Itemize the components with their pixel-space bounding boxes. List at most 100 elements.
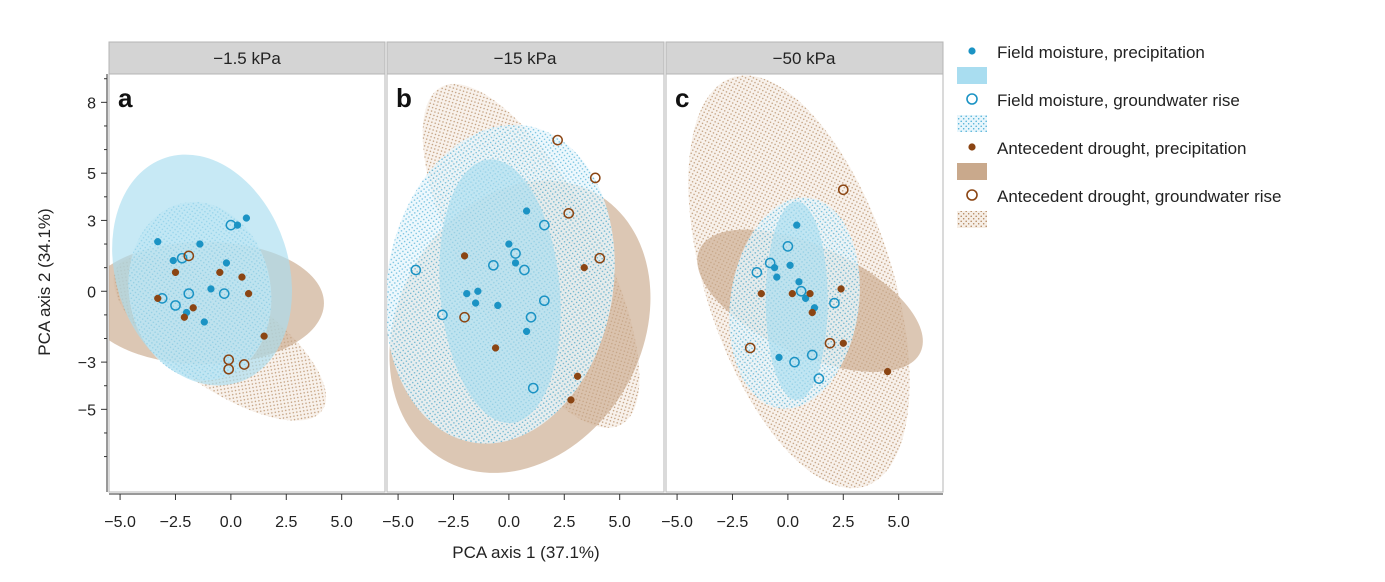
facet-strips: −1.5 kPa −15 kPa −50 kPa bbox=[108, 41, 944, 75]
point-field-precip bbox=[786, 261, 794, 269]
point-field-precip bbox=[196, 240, 204, 248]
panel-letter-b: b bbox=[396, 83, 412, 113]
legend-label: Field moisture, precipitation bbox=[997, 43, 1205, 62]
point-drought-precip bbox=[806, 289, 814, 298]
point-drought-groundwater bbox=[183, 250, 195, 262]
x-tick-label: 0.0 bbox=[777, 514, 799, 531]
legend-label: Antecedent drought, precipitation bbox=[997, 139, 1247, 158]
point-drought-precip bbox=[460, 252, 469, 260]
point-field-groundwater bbox=[510, 248, 521, 259]
point-field-groundwater bbox=[782, 241, 794, 252]
point-field-groundwater bbox=[519, 264, 530, 276]
y-tick-label: 5 bbox=[87, 166, 96, 183]
x-tick-label: 5.0 bbox=[331, 514, 353, 531]
x-tick-label: −2.5 bbox=[160, 514, 192, 531]
point-field-precip bbox=[471, 299, 480, 307]
point-drought-groundwater bbox=[563, 207, 575, 219]
point-field-precip bbox=[511, 259, 520, 267]
ellipse-field-precip bbox=[112, 154, 293, 386]
strip-title-a: −1.5 kPa bbox=[213, 49, 281, 68]
point-drought-precip bbox=[839, 339, 847, 347]
point-drought-groundwater bbox=[238, 359, 250, 370]
point-drought-precip bbox=[260, 332, 268, 340]
x-tick-label: 5.0 bbox=[609, 514, 631, 531]
point-drought-groundwater bbox=[223, 363, 235, 375]
point-drought-precip bbox=[883, 367, 892, 376]
legend-swatch bbox=[957, 211, 987, 228]
strip-panel-a bbox=[108, 41, 386, 75]
point-field-groundwater bbox=[538, 295, 550, 307]
x-axis-title: PCA axis 1 (37.1%) bbox=[452, 543, 599, 562]
legend-label: Field moisture, groundwater rise bbox=[997, 91, 1240, 110]
point-drought-precip bbox=[808, 308, 816, 317]
point-field-precip bbox=[169, 256, 177, 265]
point-drought-groundwater bbox=[837, 184, 849, 196]
point-field-groundwater bbox=[225, 219, 237, 231]
point-field-groundwater bbox=[183, 288, 195, 299]
point-drought-precip bbox=[216, 268, 224, 277]
y-tick-label: 0 bbox=[87, 284, 96, 301]
x-tick-label: 2.5 bbox=[553, 514, 575, 531]
point-field-precip bbox=[505, 240, 513, 248]
x-tick-label: −5.0 bbox=[382, 514, 414, 531]
point-drought-groundwater bbox=[552, 134, 563, 146]
point-field-groundwater bbox=[525, 311, 537, 323]
point-field-groundwater bbox=[829, 297, 840, 309]
point-field-groundwater bbox=[437, 309, 448, 321]
point-field-precip bbox=[154, 238, 162, 246]
x-tick-label: −2.5 bbox=[438, 514, 470, 531]
strip-title-b: −15 kPa bbox=[494, 49, 557, 68]
legend-swatch bbox=[957, 67, 987, 84]
point-field-precip bbox=[494, 301, 502, 310]
x-tick-label: 5.0 bbox=[888, 514, 910, 531]
strip-title-c: −50 kPa bbox=[773, 49, 836, 68]
point-drought-precip bbox=[154, 294, 162, 303]
point-field-precip bbox=[474, 287, 482, 295]
strip-panel-c bbox=[665, 41, 944, 75]
legend-marker bbox=[968, 47, 976, 55]
point-drought-precip bbox=[788, 289, 796, 298]
point-drought-precip bbox=[757, 289, 765, 298]
point-drought-groundwater bbox=[589, 172, 601, 184]
point-field-groundwater bbox=[176, 252, 188, 264]
y-axis-title: PCA axis 2 (34.1%) bbox=[35, 208, 54, 355]
point-field-groundwater bbox=[410, 264, 422, 276]
point-field-precip bbox=[463, 289, 471, 298]
ellipse-field-precip bbox=[765, 201, 828, 400]
legend-marker bbox=[966, 189, 978, 201]
panel-letter-c: c bbox=[675, 83, 689, 113]
point-field-groundwater bbox=[218, 288, 230, 299]
point-drought-precip bbox=[238, 273, 246, 281]
panel-c-plot bbox=[688, 75, 923, 489]
y-tick-label: 8 bbox=[87, 95, 96, 112]
panel-letter-a: a bbox=[118, 83, 133, 113]
point-drought-precip bbox=[180, 313, 188, 321]
point-drought-precip bbox=[567, 396, 575, 404]
y-tick-label: 3 bbox=[87, 213, 96, 230]
point-drought-groundwater bbox=[824, 337, 836, 349]
point-drought-precip bbox=[491, 344, 500, 352]
point-field-groundwater bbox=[170, 300, 181, 311]
ellipse-field-precip bbox=[439, 159, 561, 424]
point-field-groundwater bbox=[488, 259, 499, 271]
point-drought-precip bbox=[171, 268, 180, 277]
point-drought-groundwater bbox=[459, 311, 470, 323]
legend-marker bbox=[968, 143, 976, 151]
point-field-precip bbox=[522, 207, 531, 215]
point-field-groundwater bbox=[813, 373, 825, 384]
point-field-precip bbox=[522, 327, 531, 336]
point-field-precip bbox=[795, 278, 803, 286]
point-field-precip bbox=[773, 273, 781, 281]
point-drought-groundwater bbox=[744, 342, 756, 354]
legend: Field moisture, precipitation Field moist… bbox=[957, 43, 1281, 228]
point-field-groundwater bbox=[789, 356, 800, 368]
x-tick-label: −5.0 bbox=[104, 514, 136, 531]
point-field-groundwater bbox=[764, 257, 776, 269]
point-field-precip bbox=[242, 214, 251, 222]
point-field-precip bbox=[207, 285, 215, 293]
legend-label: Antecedent drought, groundwater rise bbox=[997, 187, 1281, 206]
y-tick-label: −3 bbox=[78, 355, 96, 372]
point-field-groundwater bbox=[538, 219, 550, 231]
panel-a-plot bbox=[109, 154, 327, 421]
